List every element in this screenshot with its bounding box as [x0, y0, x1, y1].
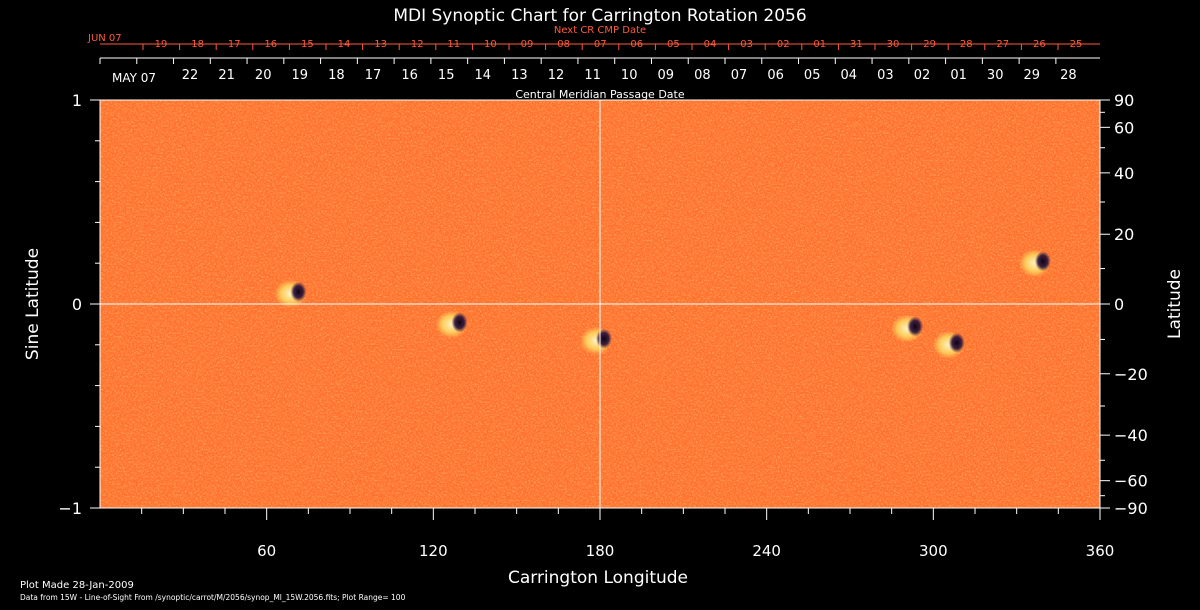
feature-negative [907, 316, 924, 337]
next-axis-date: 17 [228, 39, 241, 50]
x-tick-label: 60 [257, 542, 276, 560]
next-axis-date: 10 [484, 39, 497, 50]
next-axis-date: 12 [411, 39, 424, 50]
y-axis-left-label: Sine Latitude [23, 248, 43, 360]
next-axis-date: 14 [338, 39, 351, 50]
top-axis-date: 01 [950, 68, 967, 83]
next-axis-date: 03 [740, 39, 753, 50]
next-axis-label: Next CR CMP Date [554, 25, 646, 36]
top-axis-date: 12 [548, 68, 565, 83]
x-axis-label: Carrington Longitude [508, 568, 688, 588]
chart-title: MDI Synoptic Chart for Carrington Rotati… [393, 6, 806, 26]
latitude-tick-label: −40 [1114, 426, 1148, 445]
latitude-tick-label: 60 [1114, 118, 1134, 137]
next-axis-date: 06 [630, 39, 643, 50]
next-axis-date: 29 [923, 39, 936, 50]
next-axis-date: 08 [557, 39, 570, 50]
feature-negative [948, 332, 965, 353]
x-tick-label: 120 [419, 542, 448, 560]
latitude-tick-label: −90 [1114, 499, 1148, 518]
next-axis-date: 05 [667, 39, 680, 50]
top-axis-date: 05 [804, 68, 821, 83]
feature-negative [596, 328, 612, 349]
top-axis-date: 17 [365, 68, 382, 83]
next-axis-date: 27 [996, 39, 1009, 50]
next-axis-date: 13 [374, 39, 387, 50]
next-axis-date: 11 [447, 39, 460, 50]
x-tick-label: 240 [752, 542, 781, 560]
y-axis-right-label: Latitude [1165, 269, 1185, 339]
next-axis-date: 07 [594, 39, 607, 50]
next-axis-date: 19 [155, 39, 168, 50]
next-axis-date: 16 [264, 39, 277, 50]
latitude-tick-label: 90 [1114, 91, 1134, 110]
feature-negative [451, 312, 468, 333]
top-axis-date: 19 [292, 68, 309, 83]
next-axis-date: 28 [960, 39, 973, 50]
y-tick-label: −1 [58, 499, 82, 518]
top-axis-date: 04 [841, 68, 858, 83]
top-axis-label: Central Meridian Passage Date [515, 88, 684, 101]
top-axis-date: 18 [328, 68, 345, 83]
x-tick-label: 300 [919, 542, 948, 560]
latitude-tick-label: 20 [1114, 225, 1134, 244]
latitude-tick-label: 0 [1114, 295, 1124, 314]
x-tick-label: 360 [1086, 542, 1115, 560]
next-axis-date: 26 [1033, 39, 1046, 50]
top-axis-date: 07 [731, 68, 748, 83]
top-axis-date: 29 [1024, 68, 1041, 83]
next-axis-date: 18 [191, 39, 204, 50]
latitude-tick-label: −60 [1114, 472, 1148, 491]
y-tick-label: 1 [72, 91, 82, 110]
top-axis-date: 20 [255, 68, 272, 83]
top-axis-date: 10 [621, 68, 638, 83]
next-axis-date: 25 [1070, 39, 1083, 50]
top-axis-date: 15 [438, 68, 455, 83]
next-axis-date: 31 [850, 39, 863, 50]
top-axis-date: 06 [767, 68, 784, 83]
top-axis-date: 16 [401, 68, 418, 83]
top-axis-date: 21 [218, 68, 235, 83]
next-axis-date: 09 [521, 39, 534, 50]
top-axis-date: 30 [987, 68, 1004, 83]
top-axis-date: 03 [877, 68, 894, 83]
top-axis-date: 08 [694, 68, 711, 83]
next-axis-date: 02 [777, 39, 790, 50]
top-axis-date: 09 [658, 68, 675, 83]
latitude-tick-label: −20 [1114, 365, 1148, 384]
feature-negative [1034, 251, 1051, 272]
x-tick-label: 180 [586, 542, 615, 560]
top-axis-date: 14 [475, 68, 492, 83]
footer-made: Plot Made 28-Jan-2009 [20, 580, 134, 591]
next-axis-date: 15 [301, 39, 314, 50]
feature-negative [290, 281, 307, 302]
top-axis-date: 22 [182, 68, 199, 83]
next-axis-month: JUN 07 [87, 33, 122, 44]
next-axis-date: 01 [813, 39, 826, 50]
latitude-tick-label: 40 [1114, 164, 1134, 183]
top-axis-date: 13 [511, 68, 528, 83]
y-tick-label: 0 [72, 295, 82, 314]
top-axis-date: 28 [1060, 68, 1077, 83]
next-axis-date: 30 [887, 39, 900, 50]
top-axis-month: MAY 07 [112, 71, 156, 85]
top-axis-date: 02 [914, 68, 931, 83]
footer-source: Data from 15W - Line-of-Sight From /syno… [20, 593, 406, 602]
top-axis-date: 11 [584, 68, 601, 83]
next-axis-date: 04 [704, 39, 717, 50]
